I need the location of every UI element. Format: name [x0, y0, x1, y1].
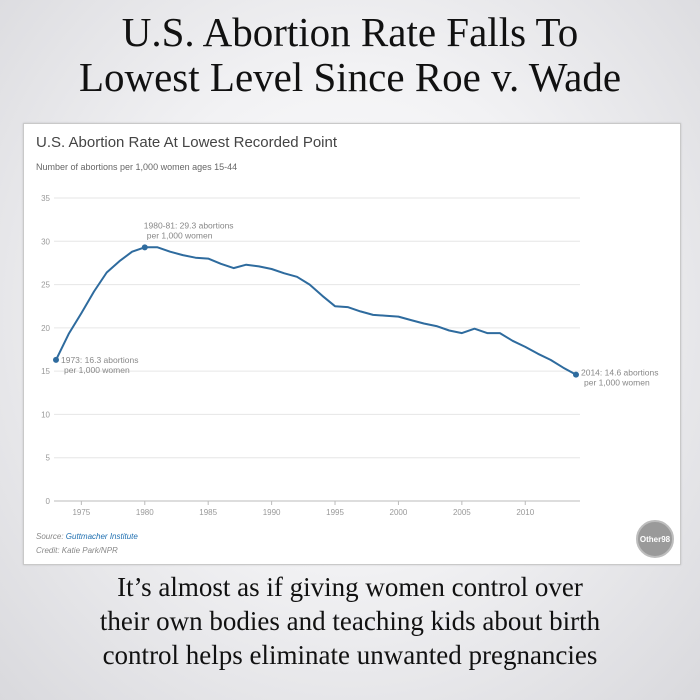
- chart-card: U.S. Abortion Rate At Lowest Recorded Po…: [23, 123, 681, 565]
- headline-line-1: U.S. Abortion Rate Falls To: [121, 9, 579, 55]
- annotation-label: per 1,000 women: [584, 378, 650, 388]
- x-tick-label: 1980: [136, 508, 154, 517]
- caption-line-3: control helps eliminate unwanted pregnan…: [102, 640, 598, 670]
- y-tick-label: 35: [41, 194, 50, 203]
- x-tick-label: 1990: [263, 508, 281, 517]
- chart-title: U.S. Abortion Rate At Lowest Recorded Po…: [36, 134, 338, 151]
- annotation-label: 2014: 14.6 abortions: [581, 368, 659, 378]
- caption-line-1: It’s almost as if giving women control o…: [117, 572, 583, 602]
- x-tick-label: 2000: [390, 508, 408, 517]
- annotation-label: 1980-81: 29.3 abortions: [144, 220, 234, 230]
- y-tick-label: 25: [41, 281, 50, 290]
- annotation-point: [573, 371, 579, 378]
- annotation-label: 1973: 16.3 abortions: [61, 355, 139, 365]
- x-tick-label: 2005: [453, 508, 471, 517]
- x-tick-label: 2010: [516, 508, 534, 517]
- y-tick-label: 5: [46, 454, 51, 463]
- x-tick-label: 1985: [199, 508, 217, 517]
- annotation-point: [141, 244, 148, 251]
- annotation-label: per 1,000 women: [64, 365, 130, 375]
- credit-note: Credit: Katie Park/NPR: [36, 546, 118, 555]
- y-tick-label: 20: [41, 324, 50, 333]
- y-tick-label: 15: [41, 367, 50, 376]
- chart-subtitle: Number of abortions per 1,000 women ages…: [36, 162, 238, 172]
- headline: U.S. Abortion Rate Falls To Lowest Level…: [0, 10, 700, 100]
- x-tick-label: 1975: [72, 508, 90, 517]
- caption-line-2: their own bodies and teaching kids about…: [99, 606, 601, 636]
- source-prefix: Source:: [36, 532, 66, 541]
- y-tick-label: 30: [41, 237, 50, 246]
- y-tick-label: 10: [41, 410, 50, 419]
- x-tick-label: 1995: [326, 508, 344, 517]
- line-chart: 0 5 10 15 20 25 30 35 1975 1980 1985 1990 1995 2000 20…: [41, 194, 659, 517]
- caption: It’s almost as if giving women control o…: [0, 570, 700, 672]
- source-link[interactable]: Guttmacher Institute: [65, 532, 138, 541]
- annotation-point: [53, 356, 59, 363]
- other98-logo: Other98: [636, 520, 674, 558]
- y-tick-label: 0: [46, 497, 51, 506]
- annotation-label: per 1,000 women: [147, 230, 213, 240]
- source-note: Source: Guttmacher Institute: [36, 532, 138, 541]
- headline-line-2: Lowest Level Since Roe v. Wade: [78, 54, 622, 100]
